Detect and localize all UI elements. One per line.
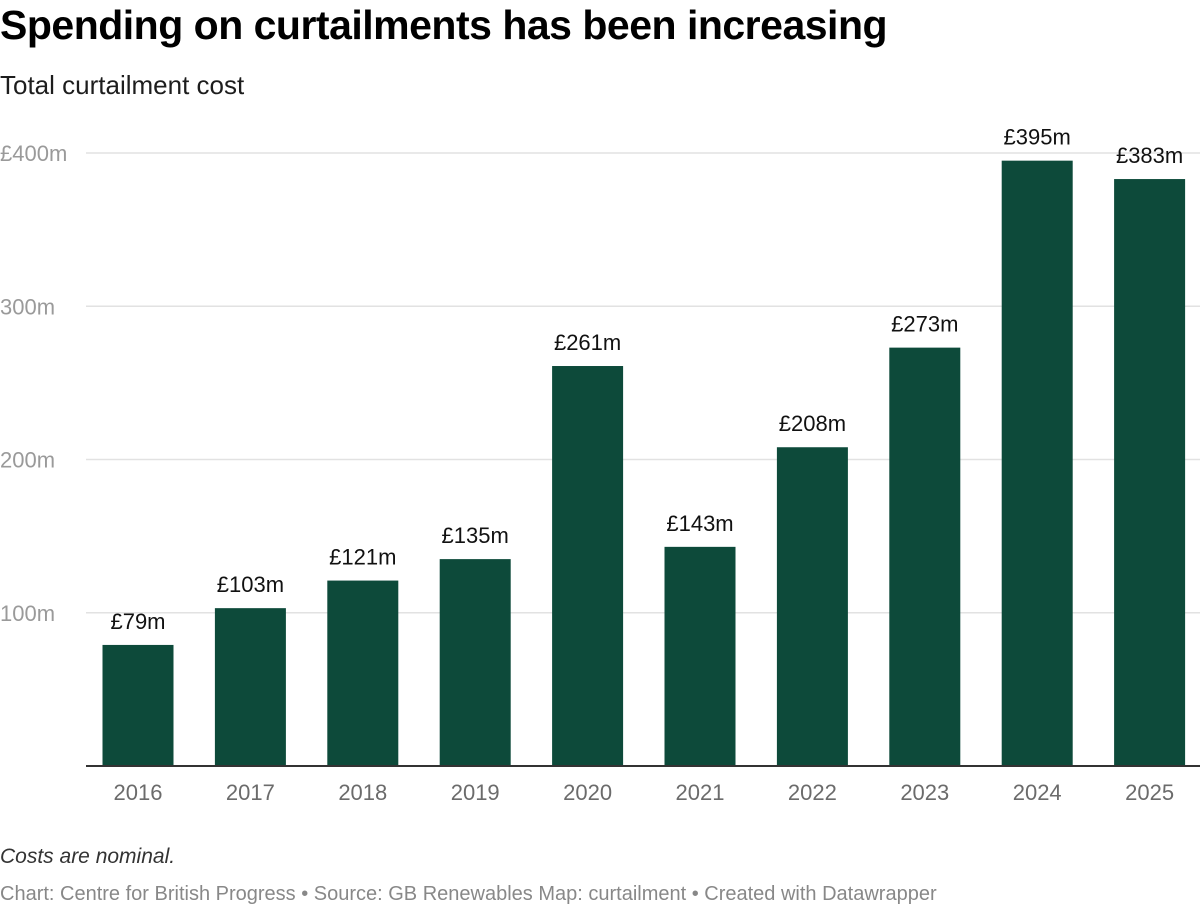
data-label: £79m: [110, 609, 165, 634]
bar: [776, 447, 848, 766]
x-tick-label: 2018: [338, 780, 387, 805]
chart-note: Costs are nominal.: [0, 845, 176, 868]
x-tick-label: 2022: [788, 780, 837, 805]
chart-credits: Chart: Centre for British Progress • Sou…: [0, 883, 937, 905]
bar: [102, 644, 174, 766]
x-tick-label: 2020: [563, 780, 612, 805]
data-label: £273m: [891, 312, 958, 337]
bar: [664, 546, 736, 766]
x-tick-label: 2019: [451, 780, 500, 805]
axes: 100m 200m 300m £400m 2016 2017 2018 2019 2020 202…: [0, 141, 1200, 805]
chart-subtitle: Total curtailment cost: [0, 70, 245, 100]
data-label: £103m: [217, 572, 284, 597]
bar-chart: £79m £103m £121m £135m £261m £143m £208m £273m £…: [0, 125, 1200, 805]
data-label: £261m: [554, 330, 621, 355]
bar: [889, 347, 961, 766]
x-tick-label: 2021: [676, 780, 725, 805]
y-tick-label: £400m: [0, 141, 67, 166]
y-tick-label: 300m: [0, 294, 55, 319]
x-tick-label: 2016: [114, 780, 163, 805]
data-label: £383m: [1116, 143, 1183, 168]
y-tick-label: 100m: [0, 601, 55, 626]
data-label: £395m: [1004, 125, 1071, 150]
x-tick-label: 2017: [226, 780, 275, 805]
bar: [1114, 179, 1186, 766]
data-label: £135m: [442, 523, 509, 548]
bar: [1001, 160, 1073, 767]
bars: [102, 160, 1186, 767]
bar: [439, 559, 511, 766]
x-tick-label: 2023: [900, 780, 949, 805]
data-label: £121m: [329, 545, 396, 570]
chart-title: Spending on curtailments has been increa…: [0, 2, 888, 48]
data-labels: £79m £103m £121m £135m £261m £143m £208m £273m £…: [110, 125, 1183, 634]
bar: [327, 580, 399, 766]
x-tick-label: 2024: [1013, 780, 1062, 805]
x-tick-label: 2025: [1125, 780, 1174, 805]
bar: [552, 366, 624, 766]
bar: [214, 608, 286, 766]
y-tick-label: 200m: [0, 448, 55, 473]
data-label: £143m: [666, 511, 733, 536]
data-label: £208m: [779, 411, 846, 436]
